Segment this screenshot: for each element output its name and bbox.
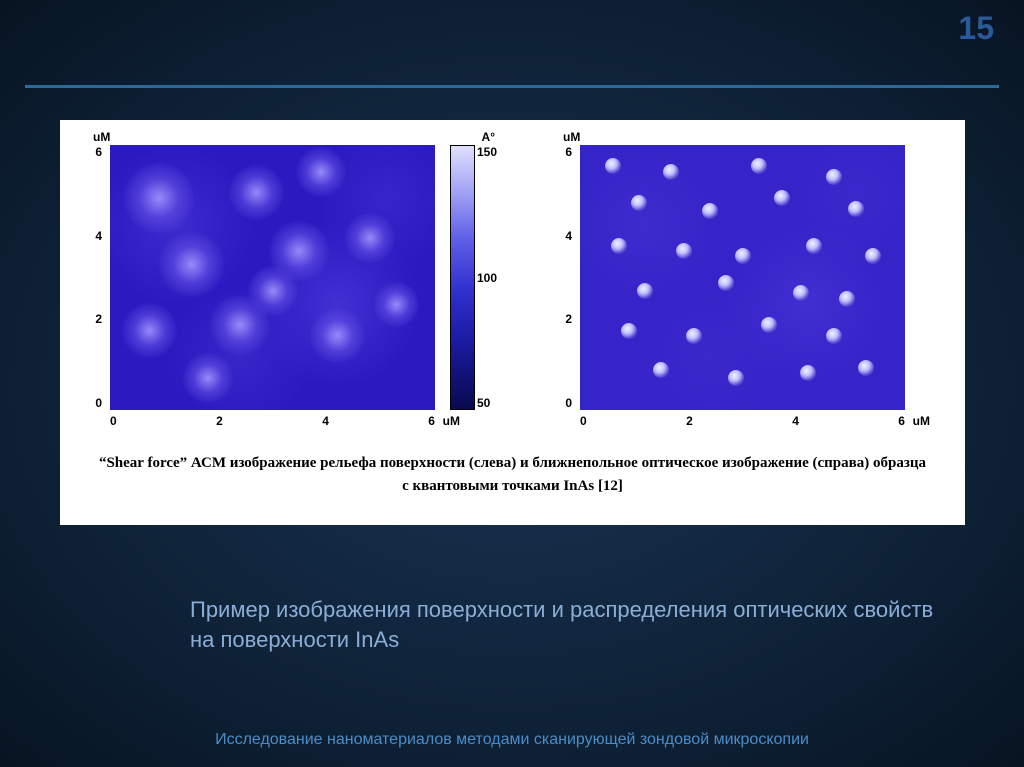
plots-row: uM 0 2 4 6 0 2 4 6 uM A° 50 100 150 uM 0 2 4 6 (75, 130, 950, 440)
tick-label: 6 (75, 145, 105, 159)
tick-label: 150 (477, 145, 497, 159)
quantum-dot (839, 291, 855, 307)
colorbar: A° 50 100 150 (445, 130, 500, 440)
tick-label: 4 (792, 414, 799, 428)
tick-label: 6 (428, 414, 435, 428)
left-x-ticks: 0 2 4 6 (110, 414, 435, 428)
slide-number: 15 (958, 10, 994, 47)
quantum-dot (858, 360, 874, 376)
header-divider (25, 85, 999, 88)
quantum-dot (826, 169, 842, 185)
quantum-dot (605, 158, 621, 174)
heatmap-blob (183, 353, 233, 403)
quantum-dot (611, 238, 627, 254)
tick-label: 4 (545, 229, 575, 243)
tick-label: 4 (322, 414, 329, 428)
tick-label: 6 (545, 145, 575, 159)
tick-label: 0 (545, 396, 575, 410)
quantum-dot (848, 201, 864, 217)
right-y-unit: uM (563, 130, 580, 144)
tick-label: 0 (75, 396, 105, 410)
slide-footer: Исследование наноматериалов методами ска… (0, 731, 1024, 749)
tick-label: 6 (898, 414, 905, 428)
left-y-unit: uM (93, 130, 110, 144)
tick-label: 2 (545, 312, 575, 326)
quantum-dot (826, 328, 842, 344)
left-plot: uM 0246 0246 uM (75, 130, 435, 440)
heatmap-blob (248, 266, 298, 316)
heatmap-blob (124, 163, 194, 233)
colorbar-ticks: 50 100 150 (477, 145, 497, 410)
quantum-dot (774, 190, 790, 206)
quantum-dot (735, 248, 751, 264)
colorbar-gradient (450, 145, 475, 410)
tick-label: 50 (477, 396, 497, 410)
quantum-dot (800, 365, 816, 381)
tick-label: 2 (686, 414, 693, 428)
heatmap-blob (374, 282, 419, 327)
quantum-dot (663, 164, 679, 180)
right-plot-area (580, 145, 905, 410)
quantum-dot (761, 317, 777, 333)
tick-label: 2 (216, 414, 223, 428)
heatmap-blob (122, 303, 177, 358)
heatmap-blob (229, 165, 284, 220)
tick-label: 2 (75, 312, 105, 326)
heatmap-blob (159, 232, 224, 297)
tick-label: 0 (580, 414, 587, 428)
quantum-dot (637, 283, 653, 299)
quantum-dot (686, 328, 702, 344)
tick-label: 0 (110, 414, 117, 428)
colorbar-unit: A° (482, 130, 495, 144)
heatmap-blob (310, 308, 365, 363)
heatmap-blob (345, 213, 395, 263)
quantum-dot (621, 323, 637, 339)
quantum-dot (631, 195, 647, 211)
figure-panel: uM 0 2 4 6 0 2 4 6 uM A° 50 100 150 uM 0 2 4 6 (60, 120, 965, 525)
right-plot: uM 0246 0246 uM (545, 130, 905, 440)
tick-label: 100 (477, 271, 497, 285)
quantum-dot (806, 238, 822, 254)
quantum-dot (751, 158, 767, 174)
right-y-ticks: 0 2 4 6 (545, 145, 575, 410)
left-y-ticks: 0 2 4 6 (75, 145, 105, 410)
slide-description: Пример изображения поверхности и распред… (190, 595, 954, 654)
right-noise (580, 145, 905, 410)
left-plot-area (110, 145, 435, 410)
quantum-dot (718, 275, 734, 291)
figure-caption: “Shear force” АСМ изображение рельефа по… (75, 452, 950, 497)
heatmap-blob (296, 147, 346, 197)
right-x-unit: uM (913, 414, 930, 428)
quantum-dot (676, 243, 692, 259)
right-x-ticks: 0 2 4 6 (580, 414, 905, 428)
quantum-dot (865, 248, 881, 264)
tick-label: 4 (75, 229, 105, 243)
